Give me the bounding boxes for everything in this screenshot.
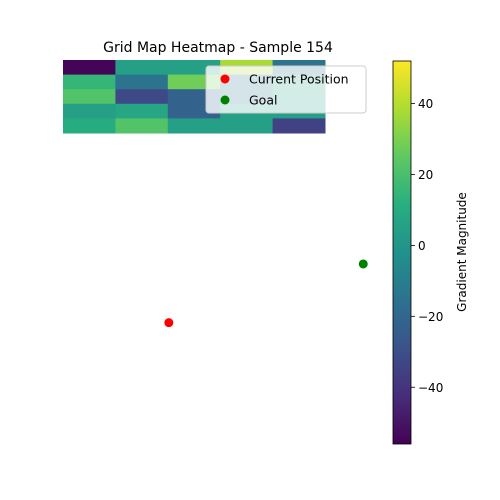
legend-marker-current-position [220, 74, 230, 84]
heatmap-cell [167, 118, 221, 134]
heatmap-cell [63, 118, 116, 134]
heatmap-cell [115, 74, 169, 90]
legend-marker-goal [220, 95, 230, 105]
colorbar-tick-label: 20 [418, 168, 433, 182]
colorbar-tick-label: 0 [418, 239, 426, 253]
heatmap-cell [115, 118, 169, 134]
colorbar-gradient [392, 60, 412, 445]
chart-title: Grid Map Heatmap - Sample 154 [103, 40, 333, 56]
heatmap-cell [272, 118, 326, 134]
heatmap-cell [63, 60, 116, 76]
colorbar-tick-label: −20 [418, 310, 443, 324]
legend-label-goal: Goal [249, 93, 277, 108]
heatmap-cell [63, 74, 116, 90]
heatmap-cell [115, 60, 169, 76]
colorbar: 40 20 0 −20 −40 Gradient Magnitude [392, 60, 469, 445]
legend-box [205, 65, 367, 114]
colorbar-label: Gradient Magnitude [455, 192, 469, 312]
marker-current-position [164, 318, 174, 328]
colorbar-tick-label: −40 [418, 381, 443, 395]
colorbar-tick-label: 40 [418, 97, 433, 111]
position-markers [164, 259, 368, 328]
heatmap-cell [63, 103, 116, 119]
legend: Current Position Goal [205, 65, 367, 114]
heatmap-cell [220, 118, 274, 134]
heatmap-cell [63, 89, 116, 105]
heatmap-cell [115, 89, 169, 105]
heatmap-cell [115, 103, 169, 119]
marker-goal [358, 259, 368, 269]
legend-label-current-position: Current Position [249, 72, 349, 87]
